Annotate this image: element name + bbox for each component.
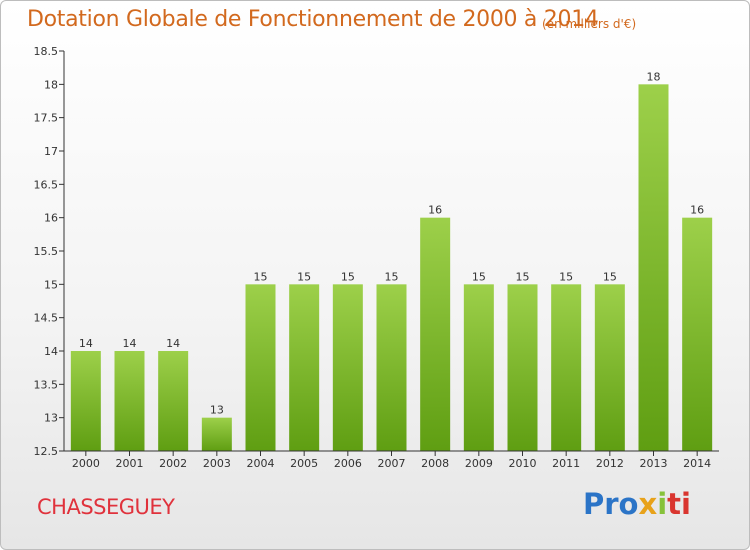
- bar-2005: [289, 284, 320, 451]
- value-label: 18: [647, 70, 661, 83]
- axis-layer: 12.5 13 13.5 14 14.5 15 15.5 16 16.5 17 17.5 18 18.5…: [34, 45, 719, 470]
- bar-2009: [463, 284, 494, 451]
- bar-2003: [201, 417, 232, 451]
- logo-part-1: Pro: [583, 487, 639, 521]
- value-label: 13: [210, 404, 224, 417]
- x-tick-label: 2010: [509, 457, 537, 470]
- logo-part-3: i: [657, 487, 668, 521]
- x-tick-label: 2008: [421, 457, 449, 470]
- y-tick-label: 13: [44, 412, 58, 425]
- y-tick-label: 17: [44, 145, 58, 158]
- value-label: 15: [385, 270, 399, 283]
- logo-part-4: ti: [667, 487, 691, 521]
- commune-name: CHASSEGUEY: [37, 495, 175, 519]
- bars-layer: [70, 84, 713, 451]
- bar-2011: [551, 284, 582, 451]
- value-label: 15: [341, 270, 355, 283]
- y-tick-label: 18.5: [34, 45, 59, 58]
- x-tick-label: 2006: [334, 457, 362, 470]
- x-tick-label: 2009: [465, 457, 493, 470]
- bar-2007: [376, 284, 407, 451]
- y-tick-label: 14.5: [34, 312, 59, 325]
- y-tick-label: 13.5: [34, 378, 59, 391]
- x-tick-label: 2014: [683, 457, 711, 470]
- value-label: 15: [516, 270, 530, 283]
- value-label: 14: [79, 337, 93, 350]
- bar-2014: [682, 217, 713, 451]
- x-tick-label: 2012: [596, 457, 624, 470]
- x-tick-label: 2001: [116, 457, 144, 470]
- x-tick-label: 2013: [640, 457, 668, 470]
- y-tick-label: 12.5: [34, 445, 59, 458]
- logo-part-2: x: [638, 487, 658, 521]
- proxiti-logo: Proxiti: [583, 487, 691, 521]
- y-tick-label: 17.5: [34, 112, 59, 125]
- value-label: 15: [297, 270, 311, 283]
- y-tick-label: 15: [44, 278, 58, 291]
- value-label: 16: [690, 204, 704, 217]
- y-tick-label: 15.5: [34, 245, 59, 258]
- bar-2013: [638, 84, 669, 451]
- value-label: 15: [254, 270, 268, 283]
- x-tick-label: 2011: [552, 457, 580, 470]
- bar-2000: [70, 351, 101, 451]
- y-tick-label: 14: [44, 345, 58, 358]
- bar-2012: [594, 284, 625, 451]
- value-label: 15: [559, 270, 573, 283]
- bar-2001: [114, 351, 145, 451]
- value-label: 16: [428, 204, 442, 217]
- bar-2002: [158, 351, 189, 451]
- x-tick-label: 2002: [159, 457, 187, 470]
- bar-2006: [332, 284, 363, 451]
- value-label: 15: [603, 270, 617, 283]
- bar-2010: [507, 284, 538, 451]
- value-label: 14: [123, 337, 137, 350]
- value-label: 15: [472, 270, 486, 283]
- chart-subtitle: (en milliers d'€): [542, 17, 637, 31]
- chart-title: Dotation Globale de Fonctionnement de 20…: [27, 7, 599, 32]
- x-tick-label: 2003: [203, 457, 231, 470]
- bar-2004: [245, 284, 276, 451]
- y-tick-label: 16: [44, 212, 58, 225]
- x-tick-label: 2004: [247, 457, 275, 470]
- y-tick-label: 16.5: [34, 178, 59, 191]
- x-tick-label: 2000: [72, 457, 100, 470]
- x-tick-label: 2005: [290, 457, 318, 470]
- bar-2008: [420, 217, 451, 451]
- value-label: 14: [166, 337, 180, 350]
- x-tick-label: 2007: [378, 457, 406, 470]
- y-tick-label: 18: [44, 78, 58, 91]
